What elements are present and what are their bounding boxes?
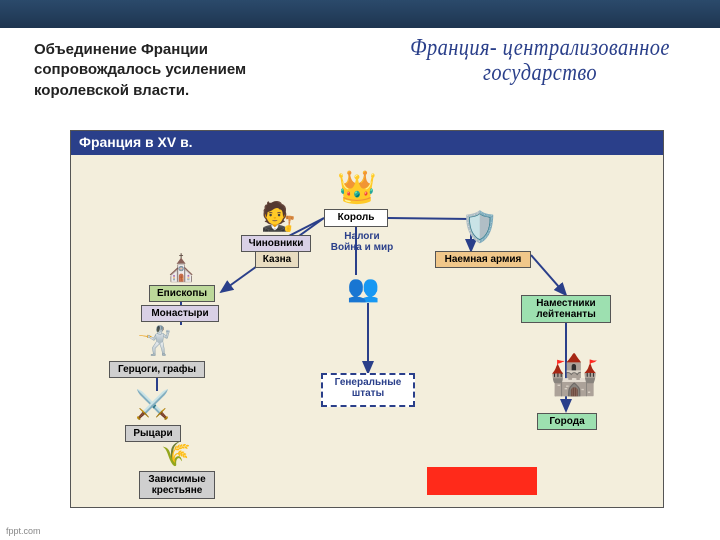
figure-bishop-fig: ⛪ <box>165 255 197 281</box>
figure-knight-fig: ⚔️ <box>135 391 170 419</box>
node-bishops: Епископы <box>149 285 215 302</box>
diagram-frame: Франция в XV в. Король ЧиновникиКазна Нало… <box>70 130 664 508</box>
node-knights: Рыцари <box>125 425 181 442</box>
red-block <box>427 467 537 495</box>
node-estates: Генеральные штаты <box>321 373 415 407</box>
node-dukes: Герцоги, графы <box>109 361 205 378</box>
node-officials: Чиновники <box>241 235 311 252</box>
node-monasteries: Монастыри <box>141 305 219 322</box>
figure-peasant-fig: 🌾 <box>161 443 191 467</box>
intro-text: Объединение Франции сопровождалось усиле… <box>34 40 334 101</box>
figure-king-fig: 👑 <box>337 171 377 203</box>
figure-council-fig: 👥 <box>347 275 379 301</box>
figure-city-fig: 🏰 <box>549 355 599 395</box>
node-taxes: Налоги Война и мир <box>326 229 398 255</box>
figure-army-fig: 🛡️ <box>461 213 498 243</box>
figure-duke-fig: 🤺 <box>137 327 172 355</box>
node-king: Король <box>324 209 388 227</box>
node-cities: Города <box>537 413 597 430</box>
stylized-title: Франция- централизованное государство <box>396 36 685 86</box>
node-peasants: Зависимые крестьяне <box>139 471 215 499</box>
top-gradient-bar <box>0 0 720 28</box>
node-treasury: Казна <box>255 251 299 268</box>
diagram-body: Король ЧиновникиКазна Налоги Война и мир На… <box>71 155 663 507</box>
node-governors: Наместники лейтенанты <box>521 295 611 323</box>
diagram-title: Франция в XV в. <box>71 131 663 155</box>
figure-official-fig: 🧑‍⚖️ <box>261 203 296 231</box>
node-army: Наемная армия <box>435 251 531 268</box>
footer-credit: fppt.com <box>6 526 41 536</box>
